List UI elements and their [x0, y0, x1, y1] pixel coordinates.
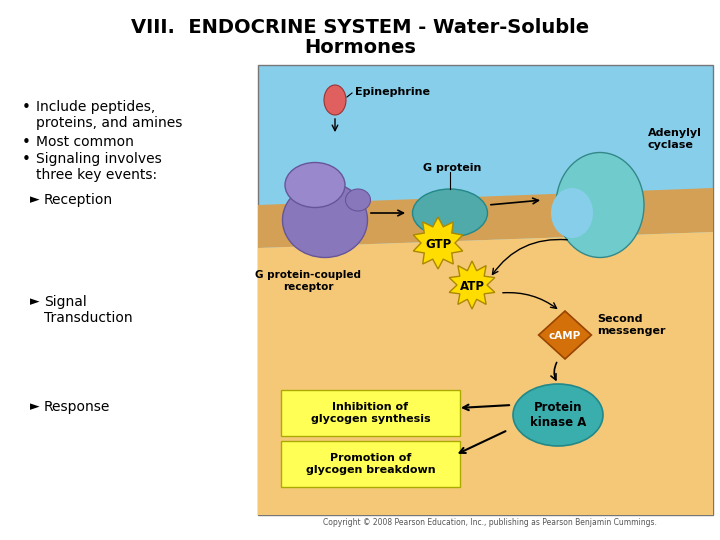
Ellipse shape	[513, 384, 603, 446]
Text: Signal
Transduction: Signal Transduction	[44, 295, 132, 325]
Text: cAMP: cAMP	[549, 331, 581, 341]
Text: •: •	[22, 135, 31, 150]
Text: Protein
kinase A: Protein kinase A	[530, 401, 586, 429]
Ellipse shape	[324, 85, 346, 115]
Text: Include peptides,
proteins, and amines: Include peptides, proteins, and amines	[36, 100, 182, 130]
Text: Copyright © 2008 Pearson Education, Inc., publishing as Pearson Benjamin Cumming: Copyright © 2008 Pearson Education, Inc.…	[323, 518, 657, 527]
Ellipse shape	[556, 152, 644, 258]
Ellipse shape	[413, 189, 487, 237]
Text: VIII.  ENDOCRINE SYSTEM - Water-Soluble: VIII. ENDOCRINE SYSTEM - Water-Soluble	[131, 18, 589, 37]
Ellipse shape	[282, 183, 367, 258]
Text: Most common: Most common	[36, 135, 134, 149]
Polygon shape	[449, 261, 495, 309]
Text: Inhibition of
glycogen synthesis: Inhibition of glycogen synthesis	[311, 402, 431, 424]
Ellipse shape	[346, 189, 371, 211]
Text: Hormones: Hormones	[304, 38, 416, 57]
Polygon shape	[258, 65, 713, 515]
Ellipse shape	[551, 188, 593, 238]
Text: •: •	[22, 152, 31, 167]
Text: ►: ►	[30, 400, 40, 413]
Text: Promotion of
glycogen breakdown: Promotion of glycogen breakdown	[306, 453, 436, 475]
Text: ATP: ATP	[459, 280, 485, 293]
Text: Second
messenger: Second messenger	[597, 314, 665, 336]
Text: G protein: G protein	[423, 163, 481, 173]
Text: Epinephrine: Epinephrine	[355, 87, 430, 97]
Polygon shape	[539, 311, 591, 359]
Text: Adenylyl
cyclase: Adenylyl cyclase	[648, 128, 702, 150]
Text: Signaling involves
three key events:: Signaling involves three key events:	[36, 152, 162, 182]
Text: Reception: Reception	[44, 193, 113, 207]
FancyBboxPatch shape	[281, 441, 460, 487]
Text: Response: Response	[44, 400, 110, 414]
Text: ►: ►	[30, 193, 40, 206]
FancyBboxPatch shape	[281, 390, 460, 436]
Polygon shape	[413, 217, 463, 269]
Text: •: •	[22, 100, 31, 115]
Text: ►: ►	[30, 295, 40, 308]
Text: GTP: GTP	[425, 238, 451, 251]
Polygon shape	[258, 232, 713, 515]
Text: G protein-coupled
receptor: G protein-coupled receptor	[255, 270, 361, 292]
Ellipse shape	[285, 163, 345, 207]
Polygon shape	[258, 188, 713, 248]
